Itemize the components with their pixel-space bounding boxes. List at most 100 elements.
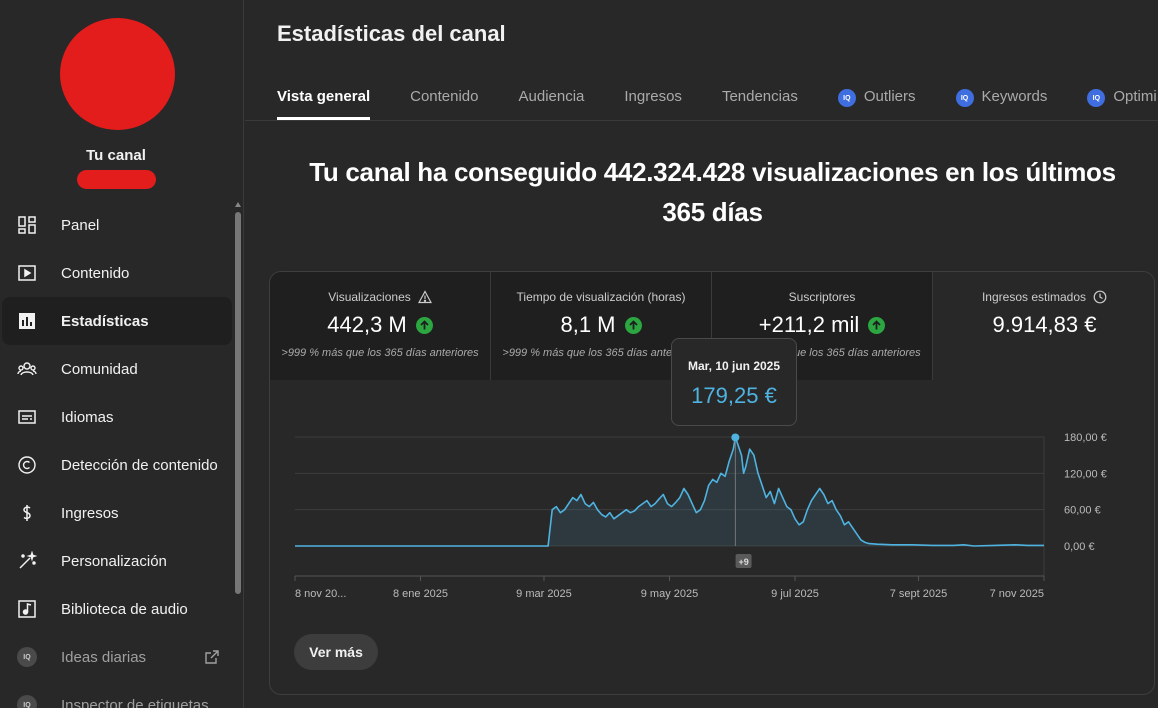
subtitles-icon [17, 407, 37, 427]
tab-content[interactable]: Contenido [410, 84, 478, 120]
metric-subscribers[interactable]: Suscriptores +211,2 mil >999 % más que l… [712, 272, 933, 380]
sidebar-item-analytics[interactable]: Estadísticas [2, 297, 232, 345]
sidebar-item-label: Detección de contenido [61, 456, 218, 474]
x-tick-label: 7 nov 2025 [990, 588, 1044, 600]
analytics-icon [17, 311, 37, 331]
channel-name-redacted [77, 170, 156, 189]
external-link-icon [205, 650, 219, 664]
iq-icon: IQ [1087, 89, 1106, 107]
sidebar-item-daily-ideas[interactable]: IQ Ideas diarias [2, 633, 232, 681]
sidebar-item-label: Estadísticas [61, 312, 149, 330]
metric-estimated-revenue[interactable]: Ingresos estimados 9.914,83 € [933, 272, 1154, 380]
metric-delta: >999 % más que los 365 días anteriores [281, 347, 479, 359]
sidebar-item-label: Comunidad [61, 360, 138, 378]
sidebar-item-community[interactable]: Comunidad [2, 345, 232, 393]
magic-wand-icon [17, 551, 37, 571]
iq-icon: IQ [955, 89, 974, 107]
metric-delta: >999 % más que los 365 días anteriores [502, 347, 700, 359]
y-tick-label: 120,00 € [1064, 468, 1107, 480]
tab-label: Ingresos [624, 88, 682, 105]
tooltip-value: 179,25 € [691, 383, 777, 408]
metric-value: 442,3 M [270, 312, 490, 338]
iq-icon: IQ [17, 647, 37, 667]
scrollbar-up-arrow[interactable] [235, 202, 241, 207]
tab-trends[interactable]: Tendencias [722, 84, 798, 120]
tab-label: Keywords [981, 88, 1048, 105]
sidebar-item-tag-inspector[interactable]: IQ Inspector de etiquetas [2, 681, 232, 708]
channel-label: Tu canal [86, 147, 146, 164]
tab-keywords[interactable]: IQ Keywords [955, 84, 1048, 120]
arrow-up-icon [868, 316, 886, 334]
dashboard-icon [17, 215, 37, 235]
series-area [295, 437, 1044, 546]
headline: Tu canal ha conseguido 442.324.428 visua… [309, 157, 1116, 227]
revenue-line-chart[interactable]: 180,00 € 120,00 € 60,00 € 0,00 € 8 nov 20...… [270, 380, 1155, 620]
tab-label: Outliers [863, 88, 916, 105]
community-icon [17, 359, 37, 379]
metric-title-text: Visualizaciones [328, 290, 411, 304]
sidebar-item-content[interactable]: Contenido [2, 249, 232, 297]
tab-label: Audiencia [518, 88, 585, 105]
tab-overview[interactable]: Vista general [277, 84, 371, 120]
tab-bar: Vista general Contenido Audiencia Ingres… [277, 84, 1158, 120]
main-content: Estadísticas del canal Vista general Con… [245, 0, 1158, 708]
copyright-icon [17, 455, 37, 475]
metric-title: Visualizaciones [270, 290, 490, 304]
tab-label: Optimi [1113, 88, 1157, 105]
metric-title-text: Ingresos estimados [981, 290, 1087, 304]
tooltip-date: Mar, 10 jun 2025 [687, 359, 781, 373]
x-tick-label: 8 ene 2025 [393, 588, 448, 600]
dollar-icon [17, 503, 37, 523]
overview-card: Visualizaciones 442,3 M >999 % más que l… [269, 271, 1155, 695]
arrow-up-icon [624, 316, 642, 334]
metric-value-text: +211,2 mil [758, 312, 860, 337]
sidebar-item-content-detection[interactable]: Detección de contenido [2, 441, 232, 489]
audio-library-icon [17, 599, 37, 619]
metric-value-text: 8,1 M [560, 312, 616, 337]
highlight-point [731, 433, 740, 442]
sidebar-item-label: Inspector de etiquetas [61, 696, 209, 708]
sidebar-item-audio-library[interactable]: Biblioteca de audio [2, 585, 232, 633]
iq-icon: IQ [837, 89, 856, 107]
sidebar-item-panel[interactable]: Panel [2, 201, 232, 249]
sidebar: Tu canal Panel Contenido Estadísticas Co… [0, 0, 244, 708]
tab-optimize[interactable]: IQ Optimi [1087, 84, 1157, 120]
warning-icon[interactable] [417, 290, 432, 304]
sidebar-item-label: Biblioteca de audio [61, 600, 188, 618]
sidebar-scrollbar[interactable] [235, 212, 241, 594]
tab-label: Vista general [277, 88, 371, 105]
metric-title-text: Tiempo de visualización (horas) [516, 290, 686, 304]
sidebar-item-label: Ingresos [61, 504, 119, 522]
sidebar-item-languages[interactable]: Idiomas [2, 393, 232, 441]
tab-outliers[interactable]: IQ Outliers [837, 84, 916, 120]
x-tick-label: 8 nov 20... [295, 588, 346, 600]
y-tick-label: 0,00 € [1064, 541, 1095, 553]
content-marker-label: +9 [738, 557, 748, 567]
metric-title: Tiempo de visualización (horas) [491, 290, 711, 304]
tab-revenue[interactable]: Ingresos [624, 84, 682, 120]
metric-title-text: Suscriptores [788, 290, 856, 304]
metric-views[interactable]: Visualizaciones 442,3 M >999 % más que l… [270, 272, 491, 380]
sidebar-item-label: Contenido [61, 264, 130, 282]
tab-label: Tendencias [721, 88, 798, 105]
arrow-up-icon [415, 316, 433, 334]
content-icon [17, 263, 37, 283]
channel-avatar[interactable] [60, 18, 175, 130]
content-marker-badge [735, 554, 752, 568]
x-tick-label: 9 mar 2025 [516, 588, 572, 600]
sidebar-item-customization[interactable]: Personalización [2, 537, 232, 585]
iq-badge: IQ [17, 647, 37, 667]
tab-audience[interactable]: Audiencia [519, 84, 585, 120]
x-tick-label: 9 jul 2025 [771, 588, 819, 600]
sidebar-item-earnings[interactable]: Ingresos [2, 489, 232, 537]
clock-icon[interactable] [1093, 290, 1107, 304]
metric-value: +211,2 mil [712, 312, 932, 338]
metrics-row: Visualizaciones 442,3 M >999 % más que l… [270, 272, 1154, 380]
tab-label: Contenido [410, 88, 479, 105]
series-line [295, 436, 1044, 547]
metric-title: Suscriptores [712, 290, 932, 304]
metric-value: 9.914,83 € [933, 312, 1154, 338]
see-more-button[interactable]: Ver más [294, 634, 378, 670]
metric-value: 8,1 M [491, 312, 711, 338]
metric-value-text: 9.914,83 € [992, 312, 1097, 337]
